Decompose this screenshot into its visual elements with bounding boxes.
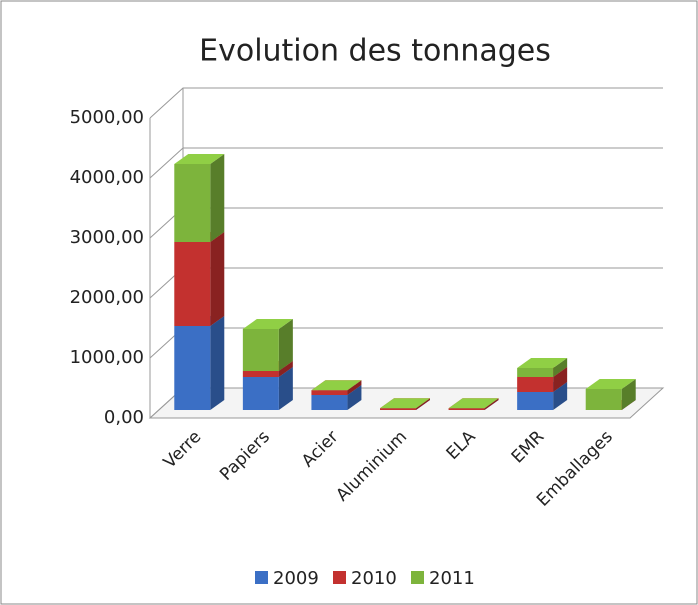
bar — [517, 392, 554, 410]
chart-title: Evolution des tonnages — [199, 34, 551, 69]
bar — [242, 329, 279, 371]
bar — [517, 368, 554, 377]
bar-side — [347, 385, 362, 410]
bar-side — [553, 382, 568, 410]
bar-top — [174, 154, 225, 164]
bar-side — [210, 154, 225, 242]
bar-top — [311, 380, 362, 391]
bar-side — [484, 398, 499, 410]
bar-top — [448, 398, 499, 409]
legend-label: 2009 — [273, 568, 319, 589]
bar — [448, 408, 485, 410]
legend-label: 2010 — [351, 568, 397, 589]
bar — [311, 395, 348, 410]
bar-side — [278, 367, 293, 410]
bar-top — [380, 398, 430, 409]
bar-side — [278, 361, 293, 377]
bar-side — [621, 379, 636, 410]
y-tick-label: 2000,00 — [70, 287, 144, 308]
y-tick-label: 5000,00 — [70, 107, 144, 128]
bar — [174, 326, 211, 410]
bar — [517, 377, 554, 392]
y-tick-label: 4000,00 — [70, 167, 144, 188]
bar-top — [585, 379, 636, 389]
bar — [242, 377, 279, 410]
bar-top — [517, 358, 568, 368]
legend-swatch — [255, 571, 268, 584]
bar — [311, 390, 348, 395]
grid-line — [149, 87, 663, 119]
bar-side — [416, 398, 430, 410]
bar-side — [278, 319, 293, 371]
legend-swatch — [411, 571, 424, 584]
bar-side — [210, 232, 225, 326]
bar — [380, 408, 416, 410]
bar — [174, 242, 211, 326]
bar — [585, 389, 622, 410]
grid-line — [149, 147, 663, 179]
bar-side — [347, 380, 362, 395]
legend-label: 2011 — [429, 568, 475, 589]
bar-side — [210, 316, 225, 410]
bar-top — [242, 319, 293, 329]
legend-swatch — [333, 571, 346, 584]
bar — [174, 164, 211, 242]
y-tick-label: 1000,00 — [70, 347, 144, 368]
y-tick-label: 0,00 — [104, 407, 144, 428]
bar-side — [553, 358, 568, 377]
bar-side — [553, 367, 568, 392]
y-tick-label: 3000,00 — [70, 227, 144, 248]
bar — [242, 371, 279, 377]
